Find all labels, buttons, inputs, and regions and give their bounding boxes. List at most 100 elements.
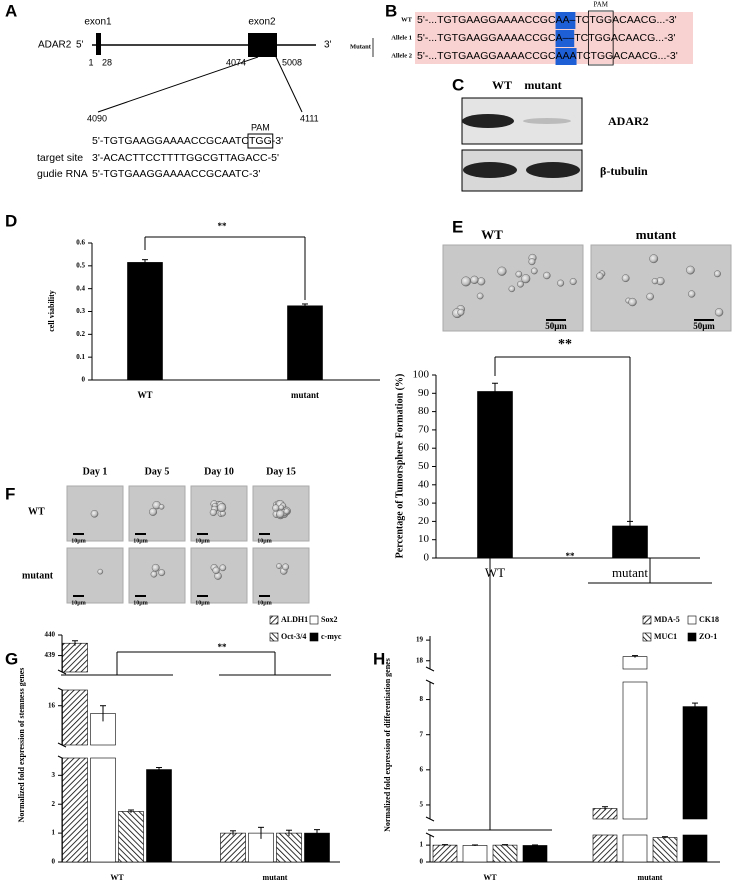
- y-tick-label: 0.3: [76, 307, 85, 315]
- zoom-line: [97, 56, 259, 113]
- cell: [148, 507, 158, 516]
- bar-part: [127, 262, 163, 381]
- cell: [528, 258, 536, 266]
- cell: [457, 308, 465, 316]
- bar-part: [118, 811, 144, 863]
- cell: [651, 277, 659, 285]
- cell: [90, 509, 99, 518]
- cell: [150, 570, 158, 578]
- edit-highlight: [555, 12, 576, 29]
- legend-label: ZO-1: [699, 632, 717, 641]
- column-label: mutant: [636, 227, 677, 242]
- bar: [118, 811, 144, 863]
- sequence: 5'-TGTGAAGGAAAACCGCAATC-3': [92, 168, 260, 180]
- axis-break: [425, 832, 435, 838]
- bar-part: [276, 832, 302, 863]
- edit-highlight: [555, 48, 577, 65]
- panel-letter: F: [5, 484, 15, 503]
- gene-label: ADAR2: [38, 40, 72, 51]
- y-axis-label: Percentage of Tumorsphere Formation (%): [394, 374, 405, 559]
- sequence: 5'-TGTGAAGGAAAACCGCAATC: [92, 135, 249, 147]
- legend-swatch: [687, 615, 697, 625]
- zoom-line: [275, 56, 303, 113]
- sequence: TC: [574, 32, 588, 44]
- pam-box: [247, 133, 274, 149]
- scale-label: 10μm: [133, 600, 147, 606]
- bar-part: [492, 844, 518, 863]
- alignment-bg: [415, 12, 693, 64]
- cell: [649, 254, 659, 264]
- bar: [592, 808, 618, 863]
- sequence-edit: A––: [556, 32, 575, 44]
- cell: [212, 566, 220, 575]
- sequence-edit: AA–: [556, 14, 576, 26]
- sequence: TGG: [591, 50, 614, 62]
- bar: [477, 391, 513, 559]
- error-bar: [258, 826, 264, 839]
- y-tick-label: 70: [418, 423, 430, 435]
- sequence: 3'-ACACTTCCTTTTGGCGTTAGACC-5': [92, 152, 279, 164]
- legend-swatch: [309, 632, 319, 642]
- micrograph: [590, 244, 732, 332]
- scale-label: 10μm: [71, 538, 85, 544]
- row-label: WT: [28, 506, 45, 517]
- cell: [158, 503, 165, 510]
- column-label: Day 10: [204, 466, 234, 477]
- column-label: Day 5: [145, 466, 170, 477]
- x-tick-label: WT: [485, 565, 505, 580]
- y-tick-label: 0.2: [76, 330, 85, 338]
- column-label: Day 1: [83, 466, 108, 477]
- scale-label: 50μm: [693, 321, 715, 331]
- sequence: 5'-...TGTGAAGGAAAACCGC: [417, 14, 556, 26]
- cell: [628, 297, 637, 307]
- sequence: TC: [575, 14, 589, 26]
- legend-label: MUC1: [654, 632, 677, 641]
- cell: [517, 280, 524, 288]
- sequence-edit: AAA: [556, 50, 577, 62]
- cell: [217, 503, 227, 513]
- position-label: 4090: [87, 113, 107, 123]
- axis-break: [425, 816, 435, 822]
- y-axis-label: cell viability: [47, 290, 56, 332]
- bar-part: [62, 689, 88, 746]
- cell: [508, 285, 516, 293]
- position-label: 4111: [300, 113, 319, 123]
- x-tick-label: WT: [110, 873, 124, 881]
- legend-label: MDA-5: [654, 615, 680, 624]
- bar: [612, 525, 648, 559]
- legend-swatch: [269, 632, 279, 642]
- y-tick-label: 50: [418, 460, 430, 472]
- y-tick-label: 7: [420, 730, 424, 738]
- legend-swatch: [269, 615, 279, 625]
- bar-part: [287, 305, 323, 381]
- y-tick-label: 20: [418, 515, 430, 527]
- y-tick-label: 16: [48, 701, 56, 709]
- bar-part: [304, 832, 330, 863]
- legend-label: Sox2: [321, 615, 337, 624]
- band-label: β-tubulin: [600, 164, 648, 178]
- error-bar: [442, 844, 448, 846]
- y-tick-label: 0.5: [76, 261, 85, 269]
- legend-swatch: [687, 632, 697, 642]
- panel-letter: H: [373, 649, 385, 668]
- y-tick-label: 18: [416, 656, 424, 664]
- y-tick-label: 440: [45, 631, 56, 639]
- y-tick-label: 2: [52, 800, 56, 808]
- cell: [714, 308, 724, 317]
- bar: [304, 832, 330, 863]
- bar: [432, 844, 458, 863]
- significance-label: **: [218, 642, 228, 652]
- legend-label: Oct-3/4: [281, 632, 306, 641]
- scale-label: 10μm: [257, 600, 271, 606]
- scale-label: 10μm: [195, 538, 209, 544]
- y-tick-label: 30: [418, 497, 430, 509]
- error-bar: [72, 640, 78, 646]
- legend-swatch: [642, 632, 652, 642]
- y-tick-label: 90: [418, 387, 430, 399]
- x-tick-label: mutant: [638, 873, 663, 881]
- micrograph: [128, 485, 186, 542]
- row-label: Allele 1: [391, 34, 412, 41]
- cell: [151, 563, 160, 572]
- position-label: 28: [102, 57, 112, 67]
